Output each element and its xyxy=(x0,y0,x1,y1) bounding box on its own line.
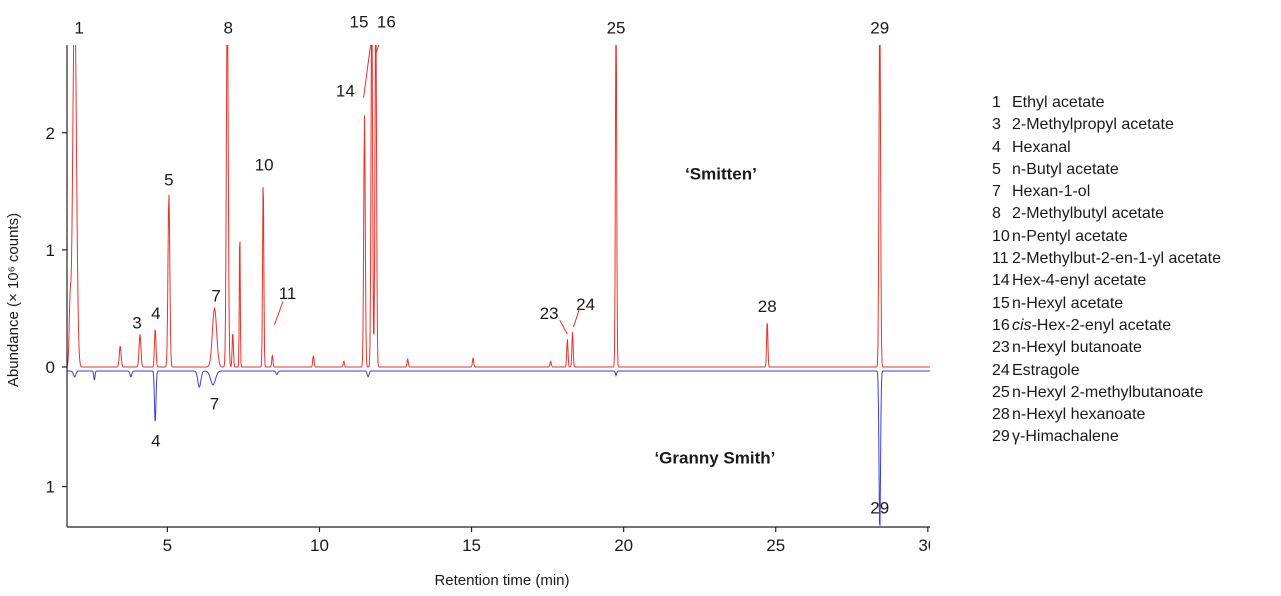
legend-compound-name: n-Hexyl acetate xyxy=(1012,294,1124,312)
x-axis-title: Retention time (min) xyxy=(434,572,569,589)
x-tick-label: 25 xyxy=(766,536,785,555)
peak-label-10: 10 xyxy=(255,155,274,174)
granny-smith-label: ‘Granny Smith’ xyxy=(654,448,775,467)
legend-number: 10 xyxy=(992,227,1010,245)
legend-compound-name: Hexan-1-ol xyxy=(1012,183,1091,201)
legend-item: 5 n-Butyl acetate xyxy=(992,159,1221,181)
label-connector xyxy=(572,308,581,328)
legend-compound-name: n-Pentyl acetate xyxy=(1012,227,1128,245)
legend-item: 10 n-Pentyl acetate xyxy=(992,226,1221,248)
x-tick-label: 30 xyxy=(918,536,930,555)
legend-item: 23 n-Hexyl butanoate xyxy=(992,337,1221,359)
legend-item: 8 2-Methylbutyl acetate xyxy=(992,203,1221,225)
legend-compound-name: Estragole xyxy=(1012,361,1080,379)
legend-item: 28 n-Hexyl hexanoate xyxy=(992,404,1221,426)
y-tick-label: 1 xyxy=(46,241,55,260)
compound-legend: 1 Ethyl acetate 3 2-Methylpropyl acetate 4 He… xyxy=(992,92,1221,449)
legend-number: 4 xyxy=(992,138,1001,156)
legend-item: 29 γ-Himachalene xyxy=(992,426,1221,448)
legend-compound-name: 2-Methylbutyl acetate xyxy=(1012,205,1165,223)
legend-compound-name: n-Butyl acetate xyxy=(1012,160,1119,178)
chromatogram-chart: 510152025300121 134578101114151623242528… xyxy=(5,13,930,589)
peak-label-1: 1 xyxy=(74,18,83,37)
legend-number: 11 xyxy=(992,250,1009,268)
legend-number: 14 xyxy=(992,272,1010,290)
legend-item: 15 n-Hexyl acetate xyxy=(992,293,1221,315)
legend-compound-name: n-Hexyl hexanoate xyxy=(1012,406,1146,424)
legend-item: 1 Ethyl acetate xyxy=(992,92,1221,114)
legend-compound-name: Hex-4-enyl acetate xyxy=(1012,272,1147,290)
legend-number: 8 xyxy=(992,205,1001,223)
legend-item: 4 Hexanal xyxy=(992,137,1221,159)
legend-item: 14 Hex-4-enyl acetate xyxy=(992,270,1221,292)
legend-compound-name: γ-Himachalene xyxy=(1012,428,1119,446)
peak-label-7: 7 xyxy=(210,394,219,413)
label-connector xyxy=(363,44,372,98)
legend-number: 1 xyxy=(992,94,1001,111)
axes: 5 10 15 20 25 30 0 1 2 1 xyxy=(46,45,930,555)
legend-compound-name: Hexanal xyxy=(1012,138,1071,156)
peak-label-14: 14 xyxy=(336,82,355,101)
sample-labels: ‘Smitten’ ‘Granny Smith’ xyxy=(654,165,775,468)
legend-number: 5 xyxy=(992,160,1001,178)
x-tick-label: 10 xyxy=(310,536,329,555)
legend-number: 24 xyxy=(992,361,1010,379)
legend-item: 11 2-Methylbut-2-en-1-yl acetate xyxy=(992,248,1221,270)
legend-item: 7 Hexan-1-ol xyxy=(992,181,1221,203)
plot-traces xyxy=(67,45,930,526)
legend-compound-name: cis-Hex-2-enyl acetate xyxy=(1012,316,1172,334)
legend-item: 3 2-Methylpropyl acetate xyxy=(992,114,1221,136)
legend-number: 7 xyxy=(992,183,1001,201)
legend-number: 16 xyxy=(992,316,1010,334)
peak-label-15: 15 xyxy=(350,13,369,32)
legend-number: 28 xyxy=(992,406,1010,424)
label-connector xyxy=(559,319,568,335)
peak-label-24: 24 xyxy=(576,295,595,314)
peak-label-8: 8 xyxy=(223,18,232,37)
legend-item: 24 Estragole xyxy=(992,360,1221,382)
peak-label-29: 29 xyxy=(870,18,889,37)
peak-label-29: 29 xyxy=(870,498,889,517)
peak-label-7: 7 xyxy=(211,287,220,306)
legend-number: 29 xyxy=(992,428,1010,446)
legend-number: 23 xyxy=(992,339,1010,357)
legend-compound-name: n-Hexyl 2-methylbutanoate xyxy=(1012,383,1204,401)
smitten-trace xyxy=(67,45,930,368)
peak-label-28: 28 xyxy=(758,297,777,316)
x-tick-label: 5 xyxy=(163,536,172,555)
granny-smith-trace xyxy=(67,370,930,526)
legend-item: 25 n-Hexyl 2-methylbutanoate xyxy=(992,382,1221,404)
peak-label-5: 5 xyxy=(164,171,173,190)
peak-label-11: 11 xyxy=(279,284,297,303)
legend-number: 15 xyxy=(992,294,1010,312)
legend-number: 25 xyxy=(992,383,1010,401)
label-connector xyxy=(273,301,284,326)
x-tick-label: 15 xyxy=(462,536,481,555)
legend-number: 3 xyxy=(992,116,1001,134)
y-tick-label: 1 xyxy=(46,478,55,497)
peak-label-16: 16 xyxy=(377,13,396,32)
legend-compound-name: 2-Methylbut-2-en-1-yl acetate xyxy=(1012,250,1221,268)
legend-compound-name: Ethyl acetate xyxy=(1012,94,1105,111)
y-tick-label: 2 xyxy=(46,124,55,143)
peak-label-3: 3 xyxy=(132,314,141,333)
peak-label-4: 4 xyxy=(151,431,160,450)
peak-label-23: 23 xyxy=(540,304,559,323)
y-axis-title: Abundance (× 10⁶ counts) xyxy=(5,213,22,387)
label-connector xyxy=(375,44,380,54)
y-tick-label: 0 xyxy=(46,358,55,377)
legend-item: 16 cis-Hex-2-enyl acetate xyxy=(992,315,1221,337)
peak-label-25: 25 xyxy=(607,18,626,37)
smitten-label: ‘Smitten’ xyxy=(685,165,757,184)
legend-compound-name: 2-Methylpropyl acetate xyxy=(1012,116,1174,134)
x-tick-label: 20 xyxy=(614,536,633,555)
peak-label-4: 4 xyxy=(151,304,160,323)
legend-compound-name: n-Hexyl butanoate xyxy=(1012,339,1142,357)
